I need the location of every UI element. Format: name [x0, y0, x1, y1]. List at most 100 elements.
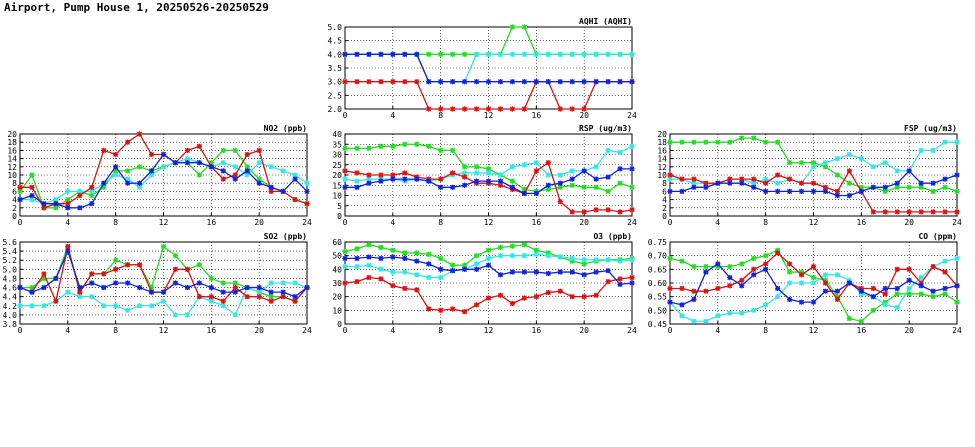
data-point — [461, 182, 468, 188]
data-point — [473, 170, 480, 176]
data-point — [906, 277, 912, 283]
data-point — [450, 147, 456, 153]
data-point — [354, 51, 360, 57]
x-tick-label: 24 — [952, 326, 962, 335]
data-point — [378, 178, 384, 184]
data-point — [846, 315, 852, 322]
data-point — [196, 143, 202, 149]
data-point — [292, 280, 298, 286]
data-point — [942, 139, 948, 145]
data-point — [232, 280, 238, 286]
x-tick-label: 16 — [532, 111, 542, 120]
y-tick-label: 20 — [7, 130, 17, 139]
data-point — [617, 79, 623, 85]
data-point — [101, 303, 107, 309]
data-point — [113, 168, 119, 174]
data-point — [629, 274, 635, 281]
data-point — [89, 201, 95, 207]
x-tick-label: 0 — [18, 326, 23, 335]
x-tick-label: 4 — [715, 218, 720, 227]
data-point — [450, 262, 456, 268]
data-point — [29, 197, 35, 203]
data-point — [751, 176, 757, 182]
data-point — [703, 288, 709, 294]
x-tick-label: 12 — [159, 218, 169, 227]
data-point — [810, 299, 817, 305]
data-point — [354, 246, 360, 252]
series-line — [344, 145, 633, 182]
data-point — [557, 288, 563, 294]
chart-title: O3 (ppb) — [593, 232, 632, 241]
data-point — [918, 180, 924, 186]
data-point — [461, 51, 468, 57]
data-point — [557, 269, 563, 275]
data-point — [485, 106, 492, 112]
series-blue — [17, 248, 310, 300]
data-point — [834, 296, 841, 302]
data-point — [77, 294, 83, 300]
data-point — [485, 170, 492, 176]
data-point — [954, 255, 960, 261]
data-point — [77, 192, 83, 199]
data-point — [77, 289, 83, 295]
data-point — [617, 209, 623, 215]
data-point — [667, 176, 673, 182]
data-point — [930, 180, 936, 186]
data-point — [113, 266, 119, 272]
data-point — [581, 261, 587, 267]
data-point — [184, 312, 191, 318]
data-point — [906, 285, 912, 292]
data-point — [763, 188, 769, 194]
data-point — [256, 180, 262, 186]
data-point — [870, 307, 876, 313]
data-point — [354, 264, 360, 270]
data-point — [691, 264, 697, 270]
data-point — [679, 302, 685, 308]
data-point — [268, 184, 274, 190]
data-point — [834, 192, 841, 199]
data-point — [667, 285, 673, 292]
data-point — [461, 309, 468, 315]
data-point — [77, 284, 83, 291]
data-point — [292, 298, 298, 304]
data-point — [101, 180, 107, 186]
data-point — [509, 243, 516, 249]
data-point — [366, 242, 372, 248]
x-tick-label: 8 — [763, 326, 768, 335]
data-point — [930, 209, 936, 215]
data-point — [438, 79, 444, 85]
data-point — [858, 285, 864, 292]
data-point — [232, 172, 238, 178]
data-point — [906, 184, 912, 190]
data-point — [739, 310, 745, 316]
y-tick-label: 4.5 — [328, 37, 343, 46]
data-point — [292, 172, 298, 178]
data-point — [691, 139, 697, 145]
data-point — [569, 51, 575, 57]
data-point — [775, 294, 781, 300]
data-point — [438, 184, 444, 190]
data-point — [354, 255, 360, 261]
data-point — [751, 266, 757, 272]
data-point — [581, 257, 587, 263]
data-point — [220, 303, 226, 309]
data-point — [605, 79, 611, 85]
data-point — [497, 272, 504, 278]
data-point — [268, 289, 274, 295]
data-point — [727, 310, 733, 316]
data-point — [461, 106, 468, 112]
data-point — [822, 277, 829, 283]
data-point — [798, 280, 805, 286]
x-tick-label: 24 — [627, 326, 637, 335]
data-point — [17, 197, 23, 203]
data-point — [834, 188, 841, 194]
data-point — [497, 51, 504, 57]
data-point — [184, 266, 191, 272]
data-point — [125, 139, 131, 145]
data-point — [667, 172, 673, 178]
data-point — [41, 201, 47, 207]
data-point — [366, 274, 372, 281]
data-point — [485, 51, 492, 57]
x-tick-label: 4 — [390, 326, 395, 335]
data-point — [882, 291, 888, 297]
